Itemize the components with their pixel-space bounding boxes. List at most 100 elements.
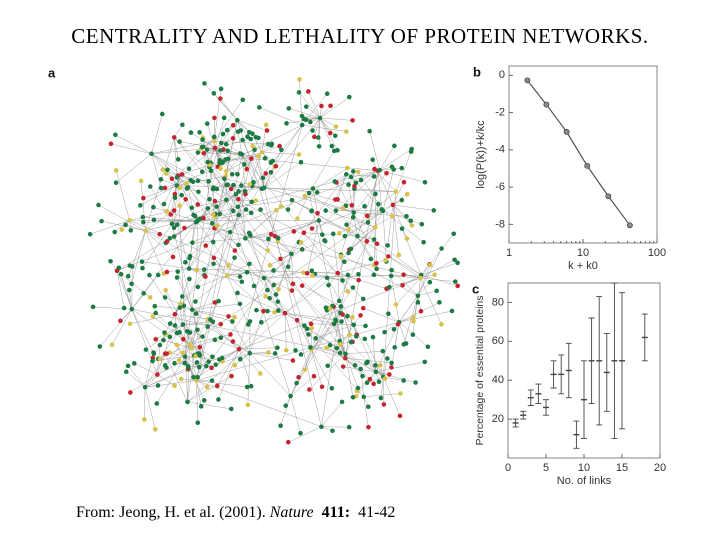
protein-node: [302, 323, 307, 329]
edge: [214, 228, 364, 397]
protein-node: [324, 345, 329, 351]
protein-node: [225, 148, 231, 154]
edge: [345, 350, 383, 355]
edge: [160, 179, 177, 186]
edge: [237, 131, 243, 155]
edge: [280, 395, 291, 426]
protein-node: [195, 374, 201, 380]
protein-node: [223, 142, 229, 147]
edge: [210, 170, 252, 203]
edge: [177, 175, 188, 189]
protein-node: [181, 303, 187, 309]
edge: [237, 120, 250, 133]
protein-node: [266, 236, 271, 242]
protein-node: [345, 272, 351, 278]
protein-node: [298, 159, 304, 165]
protein-node: [386, 254, 391, 259]
protein-node: [108, 141, 114, 147]
protein-node: [229, 171, 235, 177]
protein-node: [327, 306, 333, 311]
protein-node: [286, 106, 292, 111]
protein-node: [232, 362, 238, 368]
protein-node: [152, 303, 158, 309]
edge: [261, 313, 286, 323]
protein-node: [113, 132, 118, 138]
edge: [155, 324, 184, 340]
protein-node: [152, 427, 158, 432]
protein-node: [272, 309, 277, 315]
protein-node: [276, 308, 281, 313]
protein-node: [199, 169, 205, 174]
protein-node: [374, 266, 379, 272]
protein-node: [409, 146, 414, 152]
data-point: [543, 101, 550, 108]
protein-node: [385, 243, 390, 248]
protein-node: [289, 197, 295, 203]
edge: [284, 272, 338, 314]
protein-node: [344, 222, 349, 228]
protein-node: [125, 273, 131, 279]
protein-node: [142, 384, 148, 390]
edge: [197, 348, 240, 378]
protein-node: [337, 350, 343, 356]
edge: [392, 204, 434, 211]
protein-node: [378, 395, 384, 401]
edge: [357, 236, 372, 260]
protein-node: [210, 239, 216, 245]
edge: [222, 348, 240, 359]
edge: [383, 376, 401, 416]
protein-node: [150, 358, 155, 364]
protein-node: [99, 218, 104, 224]
protein-node: [401, 179, 407, 185]
protein-node: [398, 391, 403, 396]
protein-node: [240, 137, 245, 143]
edge: [379, 148, 412, 171]
protein-node: [294, 380, 299, 386]
edge: [171, 223, 207, 367]
edge: [145, 137, 175, 231]
protein-node: [271, 268, 276, 273]
edge: [237, 199, 293, 207]
edge: [115, 170, 130, 221]
protein-node: [358, 177, 364, 183]
protein-node: [264, 128, 270, 133]
protein-node: [373, 369, 379, 375]
protein-node: [396, 252, 402, 258]
protein-node: [139, 259, 145, 265]
protein-node: [330, 231, 336, 237]
protein-node: [356, 277, 361, 283]
protein-node: [275, 345, 280, 351]
edge: [143, 185, 177, 199]
protein-node: [247, 261, 252, 267]
protein-node: [324, 275, 330, 281]
edge: [157, 336, 171, 375]
protein-node: [151, 217, 157, 223]
protein-node: [151, 204, 156, 210]
edge: [399, 317, 414, 323]
edge: [377, 170, 382, 210]
edge: [238, 312, 275, 350]
edge: [99, 309, 132, 347]
protein-node: [315, 135, 321, 140]
protein-node: [385, 356, 390, 361]
edge: [241, 154, 246, 194]
edge: [179, 307, 184, 325]
edge: [340, 256, 343, 281]
edge: [116, 270, 125, 309]
protein-node: [302, 193, 307, 199]
edge: [387, 204, 394, 246]
protein-node: [389, 365, 394, 370]
protein-node: [217, 357, 222, 362]
edge: [248, 232, 265, 279]
protein-node: [304, 326, 310, 332]
protein-node: [333, 208, 339, 213]
protein-node: [224, 182, 229, 188]
edge: [177, 175, 188, 402]
edge: [321, 401, 343, 427]
edge: [151, 140, 215, 154]
protein-node: [87, 231, 93, 237]
protein-node: [176, 357, 182, 363]
edge: [380, 377, 384, 398]
protein-node: [118, 271, 124, 277]
protein-node: [125, 363, 131, 369]
